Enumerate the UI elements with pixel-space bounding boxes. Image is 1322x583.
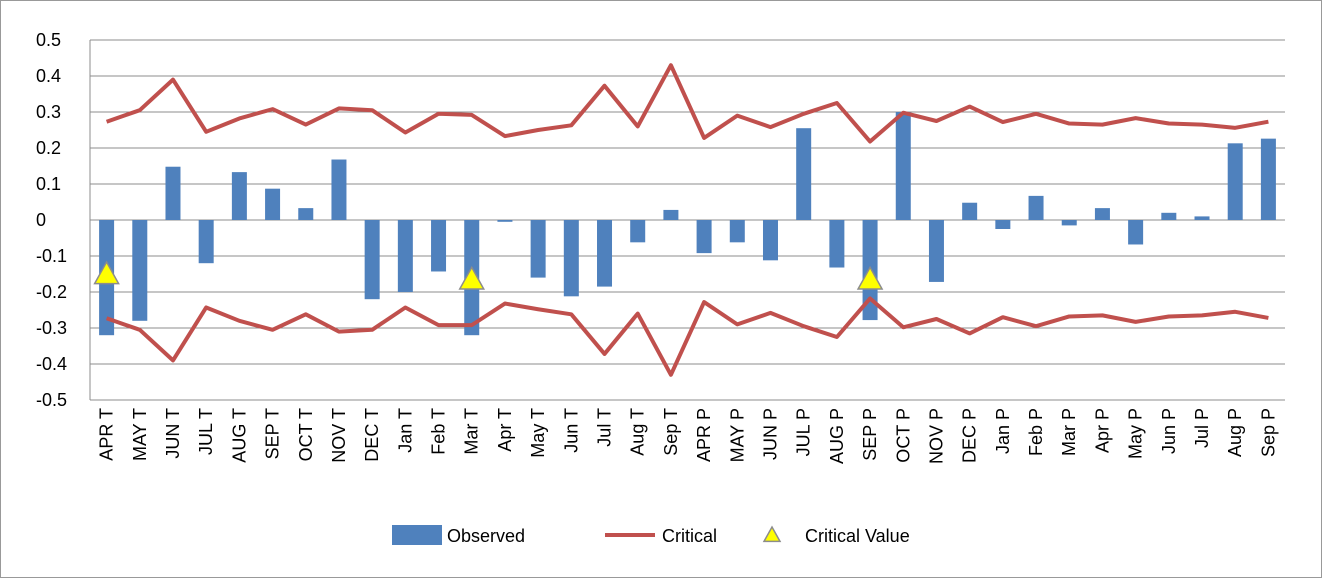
bar: [298, 208, 314, 220]
x-tick-label: MAY T: [130, 408, 150, 461]
x-tick-label: Jun P: [1159, 408, 1179, 454]
x-tick-label: SEP P: [860, 408, 880, 461]
x-tick-label: OCT P: [893, 408, 913, 463]
x-tick-label: JUL P: [794, 408, 814, 456]
x-tick-label: Aug P: [1225, 408, 1245, 457]
bar: [663, 209, 679, 220]
x-tick-label: Mar T: [462, 408, 482, 455]
bar: [397, 220, 413, 292]
x-tick-label: DEC P: [960, 408, 980, 463]
critical-line: [105, 63, 1269, 144]
bar: [630, 220, 646, 243]
x-tick-label: Jul T: [595, 408, 615, 447]
x-tick-label: Jan T: [395, 408, 415, 453]
bar: [231, 172, 247, 220]
y-tick-label: -0.5: [36, 390, 67, 410]
x-tick-label: APR T: [97, 408, 117, 461]
y-tick-label: -0.2: [36, 282, 67, 302]
bar: [928, 220, 944, 282]
x-tick-label: SEP T: [263, 408, 283, 459]
bar: [696, 220, 712, 254]
bar: [796, 128, 812, 220]
y-tick-label: 0.1: [36, 174, 61, 194]
legend-label: Critical Value: [805, 526, 910, 546]
bar: [364, 220, 380, 300]
bar: [829, 220, 845, 268]
y-tick-label: 0.2: [36, 138, 61, 158]
bar: [1194, 216, 1210, 220]
bar: [895, 112, 911, 220]
y-tick-label: 0.5: [36, 30, 61, 50]
x-tick-label: AUG P: [827, 408, 847, 464]
x-tick-label: APR P: [694, 408, 714, 462]
bar: [729, 220, 745, 243]
bar: [132, 220, 148, 321]
legend-label: Critical: [662, 526, 717, 546]
bar: [597, 220, 613, 287]
x-tick-label: DEC T: [362, 408, 382, 462]
bar: [1227, 143, 1243, 220]
x-tick-label: NOV T: [329, 408, 349, 463]
critical-line: [105, 296, 1269, 377]
bar: [431, 220, 447, 272]
bar: [530, 220, 546, 278]
x-tick-label: Sep P: [1258, 408, 1278, 457]
bar: [962, 202, 978, 220]
bar: [1161, 212, 1177, 220]
x-tick-label: OCT T: [296, 408, 316, 461]
bar: [995, 220, 1011, 229]
x-tick-label: Jun T: [561, 408, 581, 453]
x-tick-label: AUG T: [229, 408, 249, 463]
y-tick-label: 0: [36, 210, 46, 230]
bar: [198, 220, 214, 264]
bar: [1061, 220, 1077, 226]
bar: [497, 220, 513, 222]
y-tick-label: -0.1: [36, 246, 67, 266]
x-tick-label: Apr P: [1092, 408, 1112, 453]
bar: [165, 166, 181, 220]
critical-value-marker: [93, 260, 120, 285]
x-tick-label: May T: [528, 408, 548, 458]
legend-label: Observed: [447, 526, 525, 546]
y-tick-label: -0.4: [36, 354, 67, 374]
y-tick-label: 0.3: [36, 102, 61, 122]
bar: [265, 188, 281, 220]
y-tick-label: -0.3: [36, 318, 67, 338]
x-tick-label: MAY P: [727, 408, 747, 462]
bar: [1128, 220, 1144, 245]
x-tick-label: Apr T: [495, 408, 515, 452]
x-tick-label: Jan P: [993, 408, 1013, 454]
x-tick-label: NOV P: [926, 408, 946, 464]
bar: [1094, 208, 1110, 220]
legend-swatch: [392, 525, 442, 545]
x-tick-label: JUL T: [196, 408, 216, 455]
bar: [1028, 195, 1044, 220]
legend-swatch: [762, 525, 782, 543]
critical-value-marker: [458, 265, 486, 290]
y-tick-label: 0.4: [36, 66, 61, 86]
x-tick-label: Feb T: [429, 408, 449, 455]
x-tick-label: JUN T: [163, 408, 183, 459]
x-tick-label: Mar P: [1059, 408, 1079, 456]
bar: [331, 159, 347, 220]
x-tick-label: Jul P: [1192, 408, 1212, 448]
x-tick-label: JUN P: [760, 408, 780, 460]
bar: [1260, 138, 1276, 220]
x-tick-label: Sep T: [661, 408, 681, 456]
critical-value-marker: [856, 265, 884, 290]
bar: [563, 220, 579, 297]
bar: [762, 220, 778, 261]
x-tick-label: Feb P: [1026, 408, 1046, 456]
x-tick-label: May P: [1126, 408, 1146, 459]
x-tick-label: Aug T: [628, 408, 648, 456]
